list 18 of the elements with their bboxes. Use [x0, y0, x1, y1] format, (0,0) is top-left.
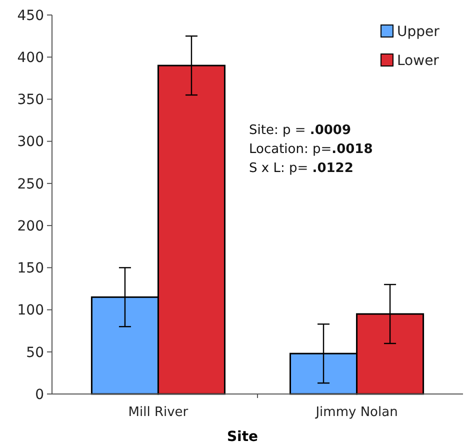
y-tick-label: 300 — [17, 134, 44, 150]
legend-label: Lower — [397, 52, 440, 69]
y-tick-label: 200 — [17, 218, 44, 234]
legend-label: Upper — [397, 24, 440, 40]
x-axis-title: Site — [226, 429, 258, 445]
y-tick-label: 150 — [17, 260, 44, 277]
y-tick-label: 0 — [35, 386, 44, 403]
y-tick-label: 250 — [17, 176, 44, 192]
y-tick-label: 50 — [26, 344, 44, 361]
y-tick-label: 350 — [17, 92, 44, 108]
annotation: Location: p=.0018 — [249, 142, 373, 157]
y-tick-label: 400 — [17, 50, 44, 66]
annotation: S x L: p= .0122 — [249, 161, 354, 176]
x-tick-label: Mill River — [128, 405, 189, 420]
y-tick-label: 450 — [17, 8, 44, 24]
x-tick-label: Jimmy Nolan — [314, 405, 398, 420]
y-tick-label: 100 — [17, 302, 44, 319]
annotation: Site: p = .0009 — [249, 123, 352, 138]
